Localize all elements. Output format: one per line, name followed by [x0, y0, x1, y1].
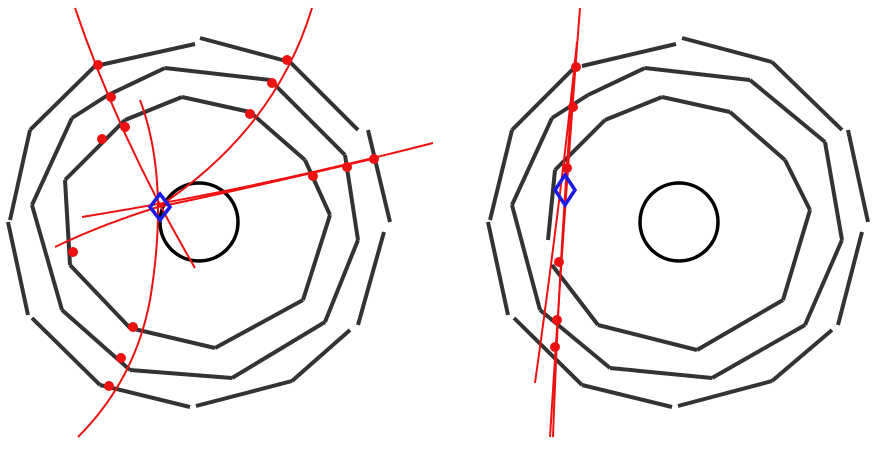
left-hit: [369, 154, 379, 164]
left-hit: [308, 171, 318, 181]
left-panel: [6, 7, 434, 438]
right-hit: [562, 163, 572, 173]
left-hit: [104, 381, 114, 391]
right-hits: [550, 62, 581, 352]
left-hit: [342, 162, 352, 172]
left-hit: [282, 55, 292, 65]
left-track-1: [74, 7, 196, 269]
right-hit: [550, 342, 560, 352]
right-middle-layer: [510, 66, 844, 380]
left-hit: [120, 122, 130, 132]
right-detector-layers: [486, 36, 870, 409]
right-vertex-marker: [552, 171, 578, 209]
left-hit: [68, 247, 78, 257]
left-middle-layer: [30, 66, 360, 380]
right-panel: [486, 7, 870, 438]
left-track-2: [157, 7, 313, 208]
left-hit: [93, 60, 103, 70]
left-hits: [68, 55, 379, 391]
left-track-5: [81, 142, 434, 218]
left-hit: [97, 134, 107, 144]
left-hit: [106, 92, 116, 102]
right-tracks: [534, 7, 581, 438]
left-vertex-marker: [147, 191, 173, 223]
right-hit: [552, 315, 562, 325]
right-hit: [571, 62, 581, 72]
right-hit: [554, 257, 564, 267]
left-outer-layer: [6, 36, 392, 409]
left-hit: [116, 353, 126, 363]
left-hit: [128, 322, 138, 332]
right-outer-layer: [486, 36, 870, 409]
left-hit: [267, 78, 277, 88]
left-track-3: [77, 99, 159, 438]
left-inner-layer: [63, 95, 332, 350]
right-beampipe: [638, 181, 720, 263]
right-inner-layer: [546, 95, 812, 352]
right-track-1: [549, 7, 581, 438]
left-detector-layers: [6, 36, 392, 409]
left-tracks: [54, 7, 434, 438]
left-beampipe: [158, 181, 240, 263]
right-hit: [568, 102, 578, 112]
left-hit: [245, 109, 255, 119]
